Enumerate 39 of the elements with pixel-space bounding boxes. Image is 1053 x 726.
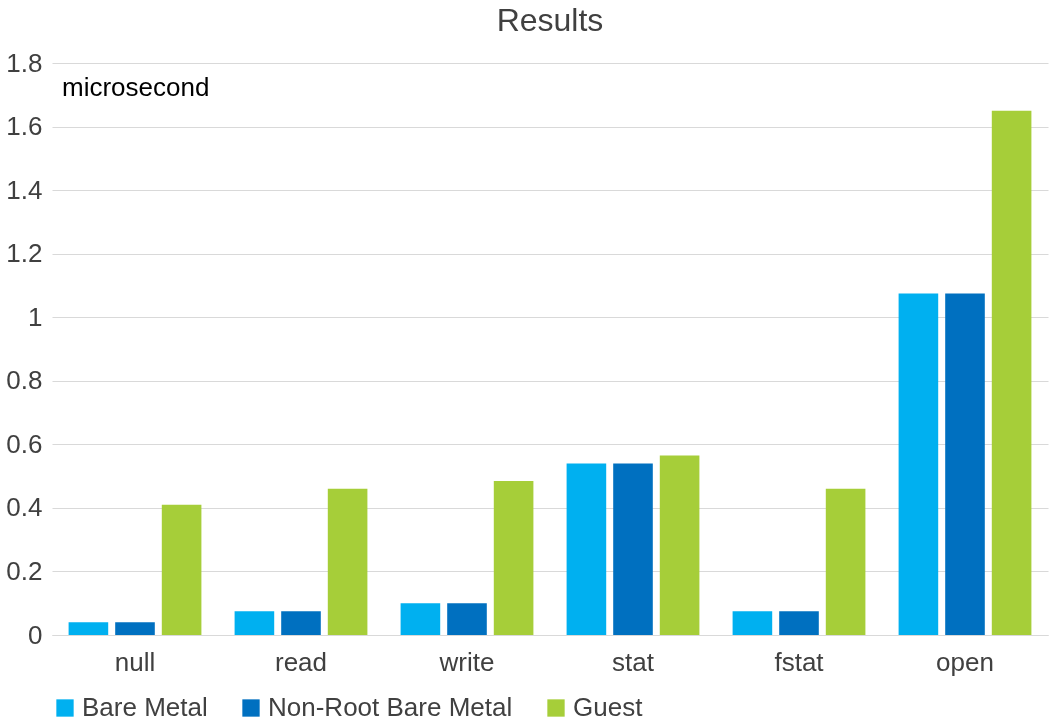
bar bbox=[281, 611, 321, 635]
bar bbox=[234, 611, 275, 635]
bar bbox=[659, 455, 700, 635]
y-tick-label: 0 bbox=[28, 619, 43, 650]
legend-label: Non-Root Bare Metal bbox=[268, 692, 513, 722]
chart-title: Results bbox=[496, 2, 604, 38]
legend-label: Bare Metal bbox=[82, 692, 208, 722]
bar bbox=[400, 603, 441, 635]
bar bbox=[732, 611, 773, 635]
legend-label: Guest bbox=[573, 692, 644, 722]
bar bbox=[613, 463, 653, 635]
bar bbox=[493, 480, 534, 635]
bar bbox=[898, 293, 939, 635]
bar bbox=[161, 504, 202, 635]
x-tick-label: write bbox=[438, 646, 495, 677]
y-tick-label: 0.2 bbox=[6, 555, 43, 586]
bar bbox=[945, 293, 985, 635]
bar bbox=[115, 622, 155, 635]
y-tick-label: 0.4 bbox=[6, 492, 43, 523]
y-tick-label: 1.8 bbox=[6, 47, 43, 78]
y-tick-label: 1 bbox=[28, 301, 43, 332]
y-tick-label: 1.6 bbox=[6, 111, 43, 142]
bar bbox=[327, 488, 368, 635]
annotation: microsecond bbox=[62, 72, 210, 102]
y-tick-label: 1.4 bbox=[6, 174, 43, 205]
bar bbox=[68, 622, 109, 635]
x-tick-label: open bbox=[936, 646, 994, 677]
x-tick-label: stat bbox=[612, 646, 655, 677]
x-tick-label: fstat bbox=[774, 646, 825, 677]
bar bbox=[825, 488, 866, 635]
bar bbox=[447, 603, 487, 635]
y-tick-label: 0.6 bbox=[6, 428, 43, 459]
y-tick-label: 1.2 bbox=[6, 238, 43, 269]
y-tick-label: 0.8 bbox=[6, 365, 43, 396]
bar bbox=[991, 110, 1032, 635]
x-tick-label: null bbox=[114, 646, 156, 677]
bar bbox=[566, 463, 607, 635]
x-tick-label: read bbox=[274, 646, 328, 677]
bar bbox=[779, 611, 819, 635]
